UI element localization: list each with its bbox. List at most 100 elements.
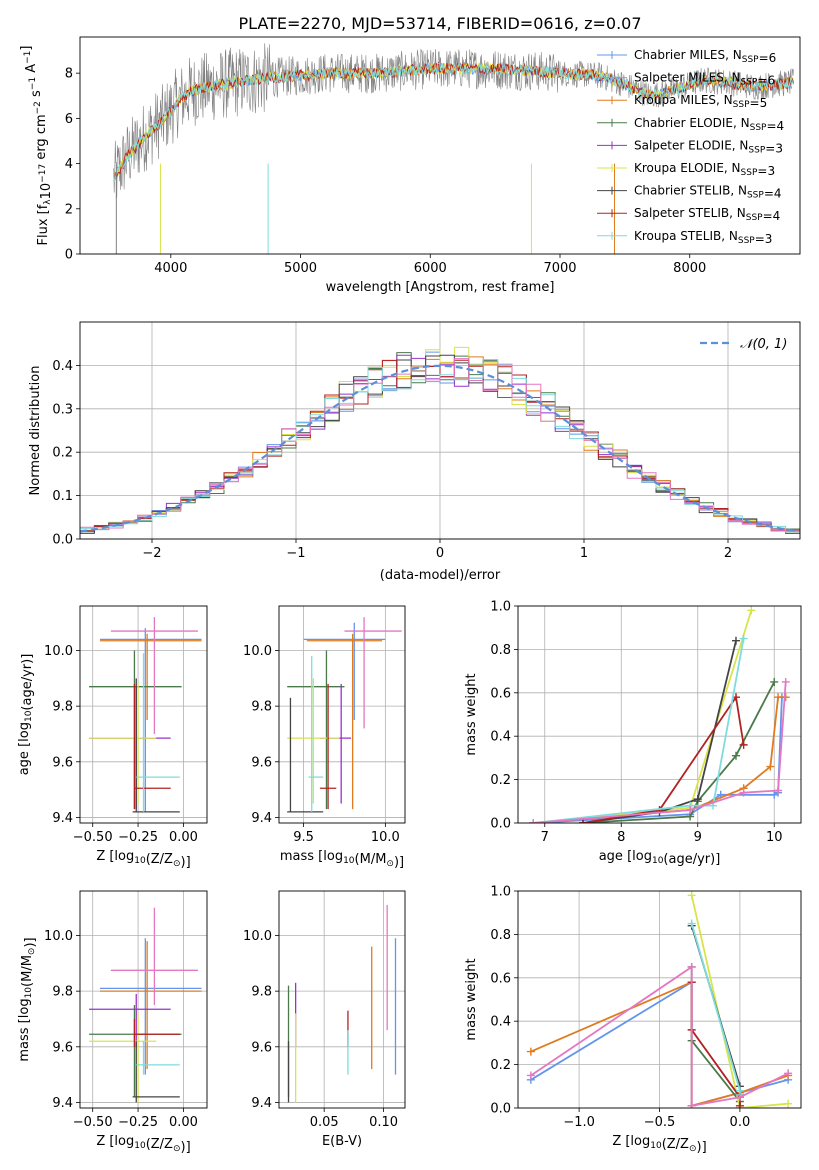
label-part: )] [394,855,404,870]
data-point [133,1018,180,1047]
x-tick-label: −0.5 [644,1115,676,1130]
series-marker [731,636,740,645]
legend-label: Kroupa STELIB, NSSP=3 [634,229,772,246]
label-part: ] [19,46,34,51]
label-part: 10 [24,987,34,999]
label-part: Salpeter ELODIE, N [634,138,748,152]
x-tick-label: −1 [286,546,305,561]
series-line [533,610,753,823]
label-part: 10 [134,856,146,866]
legend-label: Salpeter ELODIE, NSSP=3 [634,138,783,155]
data-point [89,686,171,810]
data-point [308,656,324,812]
x-tick-label: 9 [694,830,702,845]
label-part: ⊙ [386,859,394,869]
label-part: Chabrier MILES, N [634,48,742,62]
label-part: 10 [134,1141,146,1151]
x-tick-label: −0.50 [73,830,113,845]
data-point [344,617,402,729]
axes-frame [79,321,801,540]
label-part: SSP [741,168,758,178]
label-part: Chabrier ELODIE, N [634,116,750,130]
x-tick-label: 5000 [284,261,317,276]
data-point [306,633,383,810]
data-point [319,683,337,810]
legend-label: Chabrier STELIB, NSSP=4 [634,184,782,201]
label-part: λ [43,199,53,205]
axes-frame [79,605,208,824]
series-line [533,681,787,823]
series-marker [766,762,775,771]
label-part: ⊙ [689,1144,697,1154]
y-axis-label: mass [log10(M/M⊙)] [17,937,38,1061]
label-part: ⊙ [173,859,181,869]
label-part: (M/M [20,955,35,987]
label-part: SSP [742,55,759,65]
axes-frame [79,890,208,1109]
y-tick-label: 0.2 [490,1058,511,1073]
y-tick-label: 0.4 [490,730,511,745]
label-part: SSP [738,236,755,246]
series-marker [784,1099,793,1108]
y-tick-label: 0.0 [490,817,511,832]
label-part: (Z/Z [146,1137,173,1152]
label-part: SSP [747,191,764,201]
series-marker [735,1093,744,1102]
x-tick-label: 0.00 [169,1115,198,1130]
panel-spectrum: 4000 5000 6000 7000 8000 0 2 4 6 8 wavelength [Ang… [19,36,801,295]
label-part: (Z/Z [662,1137,689,1152]
y-tick-label: 0.0 [52,533,73,548]
plot-area [89,907,202,1103]
label-part: SSP [750,123,767,133]
label-part: )] [697,1140,707,1155]
label-part: ⊙ [173,1144,181,1154]
y-tick-label: 6 [65,112,73,127]
series-marker [774,693,783,702]
x-tick-label: 10.0 [371,830,400,845]
data-point [133,683,171,810]
x-tick-label: −0.50 [73,1115,113,1130]
series-marker [687,962,696,971]
label-part: 10 [24,710,34,722]
label-part: SSP [748,145,765,155]
label-part: (age/yr)] [20,654,35,711]
series-line [690,895,789,1108]
y-tick-label: 9.4 [251,811,272,826]
y-tick-label: 0.1 [52,489,73,504]
x-tick-label: 0.0 [730,1115,751,1130]
series-marker [687,891,696,900]
y-tick-label: 0.2 [490,773,511,788]
y-tick-label: 0 [65,248,73,263]
label-part: Kroupa ELODIE, N [634,161,741,175]
x-axis-label: Z [log10(Z/Z⊙)] [612,1134,706,1155]
y-tick-label: 9.8 [251,700,272,715]
legend-label: Salpeter MILES, NSSP=6 [634,71,775,88]
data-point [89,683,157,804]
x-tick-label: 4000 [154,261,187,276]
panel-mass-vs-ebv: 0.05 0.10 9.4 9.6 9.8 10.0 E(B-V) [243,890,406,1149]
series-marker [579,819,588,823]
series-line [690,923,741,1095]
series-line [582,640,737,823]
series-marker [784,1069,793,1078]
label-part: )] [23,937,38,947]
y-tick-label: 0.8 [490,928,511,943]
series-marker [739,634,748,643]
x-tick-label: 8 [617,830,625,845]
series-marker [526,1047,535,1056]
label-part: )] [181,1140,191,1155]
series-marker [526,1071,535,1080]
label-part: Kroupa STELIB, N [634,229,738,243]
series-marker [686,805,695,814]
label-part: Salpeter MILES, N [634,71,741,85]
series-marker [693,795,702,804]
label-part: erg cm [34,114,49,163]
y-tick-label: 10.0 [44,644,73,659]
legend-label: Kroupa MILES, NSSP=5 [634,93,767,110]
label-part: Z [log [96,1134,134,1149]
x-tick-label: 0.00 [169,830,198,845]
x-axis-label: age [log10(age/yr)] [599,849,721,867]
label-part: 10 [652,856,664,866]
data-point [110,617,198,734]
